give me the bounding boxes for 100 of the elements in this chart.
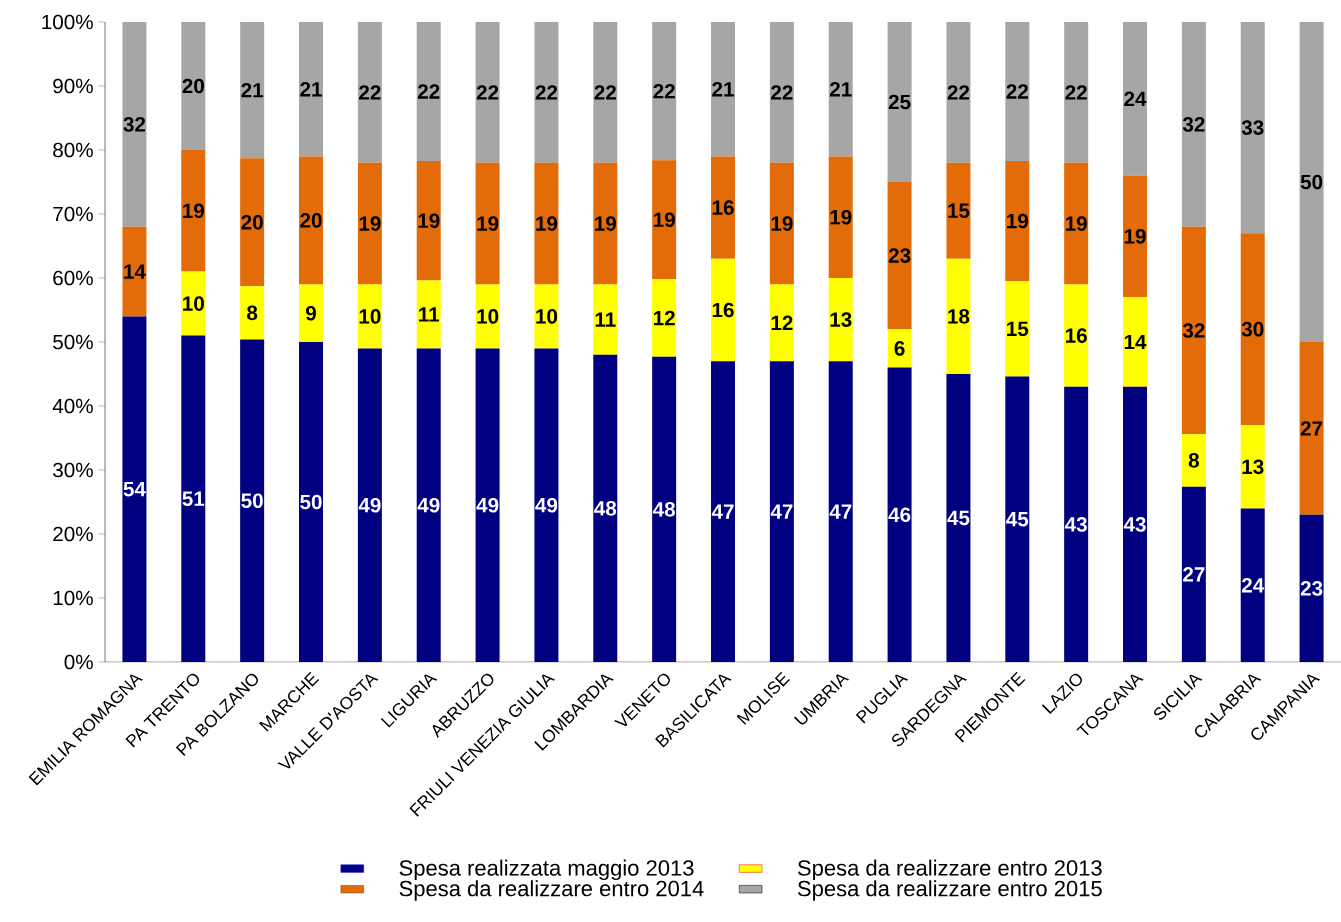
data-label: 16 (712, 200, 734, 215)
bar (652, 160, 677, 280)
data-label: 19 (1124, 229, 1146, 244)
data-label: 49 (417, 497, 440, 513)
bar (299, 284, 324, 342)
bar (1181, 434, 1206, 487)
bar (1299, 514, 1324, 662)
legend-label: Spesa da realizzare entro 2015 (797, 880, 1102, 901)
bar (946, 258, 971, 374)
bar (769, 284, 794, 362)
bar (711, 156, 736, 259)
y-tick-label: 90% (53, 78, 93, 94)
bar (416, 348, 441, 662)
bar (357, 348, 382, 662)
data-label: 43 (1064, 517, 1087, 532)
data-label: 19 (536, 216, 558, 231)
bar (416, 280, 441, 349)
data-label: 15 (1007, 321, 1029, 337)
data-label: 50 (300, 494, 322, 510)
bar (652, 356, 677, 662)
bar (299, 342, 324, 662)
bar (828, 22, 853, 157)
data-label: 32 (1182, 323, 1205, 338)
bar (1005, 376, 1030, 662)
bar (1064, 284, 1089, 387)
bar (1123, 175, 1148, 298)
bar (1005, 22, 1030, 161)
bar (887, 182, 912, 330)
data-label: 22 (653, 83, 675, 99)
bar (769, 361, 794, 662)
bar (122, 316, 147, 662)
data-label: 22 (359, 85, 381, 100)
data-label: 21 (829, 81, 852, 97)
data-label: 6 (894, 341, 905, 356)
data-label: 12 (653, 310, 675, 326)
data-label: 32 (1182, 117, 1205, 132)
bar (946, 162, 971, 259)
bar (1064, 22, 1089, 163)
data-label: 20 (300, 213, 322, 228)
data-label: 22 (417, 84, 440, 99)
data-label: 33 (1241, 120, 1264, 135)
data-label: 13 (1242, 459, 1264, 475)
bar (1064, 386, 1089, 662)
data-label: 19 (771, 216, 793, 231)
bar (828, 361, 853, 662)
data-label: 21 (300, 81, 322, 97)
bar (887, 367, 912, 662)
bar (240, 286, 265, 340)
data-label: 8 (1188, 453, 1199, 468)
data-label: 16 (712, 302, 734, 318)
y-tick-label: 30% (53, 462, 93, 478)
bar (534, 348, 559, 662)
data-label: 19 (653, 212, 675, 228)
bar (534, 22, 559, 163)
data-label: 24 (1241, 577, 1265, 593)
data-label: 19 (477, 216, 499, 231)
y-tick-label: 70% (53, 206, 93, 222)
data-label: 21 (241, 82, 264, 98)
data-label: 47 (829, 504, 852, 519)
y-tick-label: 10% (53, 590, 93, 606)
bar (181, 150, 206, 272)
bar (769, 162, 794, 285)
bar (240, 339, 265, 662)
bar (1005, 281, 1030, 377)
bar (946, 22, 971, 163)
bar (1240, 425, 1265, 509)
bar (652, 279, 677, 357)
data-label: 45 (1006, 512, 1029, 527)
data-label: 19 (830, 209, 852, 225)
bar (711, 361, 736, 662)
data-label: 20 (241, 215, 263, 230)
data-label: 22 (1006, 84, 1028, 99)
bar (828, 278, 853, 362)
bar (1064, 162, 1089, 285)
bar (593, 22, 618, 163)
data-label: 27 (1183, 567, 1205, 582)
data-label: 11 (419, 307, 440, 322)
data-label: 22 (1065, 85, 1087, 100)
bar (357, 162, 382, 285)
bar (299, 156, 324, 285)
data-label: 9 (305, 305, 316, 321)
data-label: 22 (771, 85, 793, 100)
y-tick-label: 60% (53, 270, 93, 286)
data-label: 22 (535, 85, 558, 100)
bar (593, 162, 618, 285)
data-label: 23 (1300, 581, 1323, 596)
bar (711, 258, 736, 362)
bar (593, 284, 618, 355)
bar (711, 22, 736, 157)
data-label: 49 (358, 497, 381, 513)
bar (357, 284, 382, 349)
data-label: 22 (594, 85, 616, 100)
bar (887, 329, 912, 368)
data-label: 43 (1123, 517, 1146, 532)
data-label: 30 (1241, 321, 1264, 337)
bar (416, 22, 441, 161)
bar (240, 22, 265, 159)
data-label: 16 (1065, 328, 1087, 343)
data-label: 48 (594, 501, 617, 516)
data-label: 50 (1300, 174, 1323, 190)
